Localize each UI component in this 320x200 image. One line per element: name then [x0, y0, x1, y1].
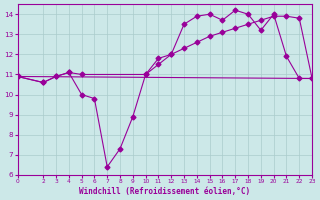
X-axis label: Windchill (Refroidissement éolien,°C): Windchill (Refroidissement éolien,°C) — [79, 187, 250, 196]
